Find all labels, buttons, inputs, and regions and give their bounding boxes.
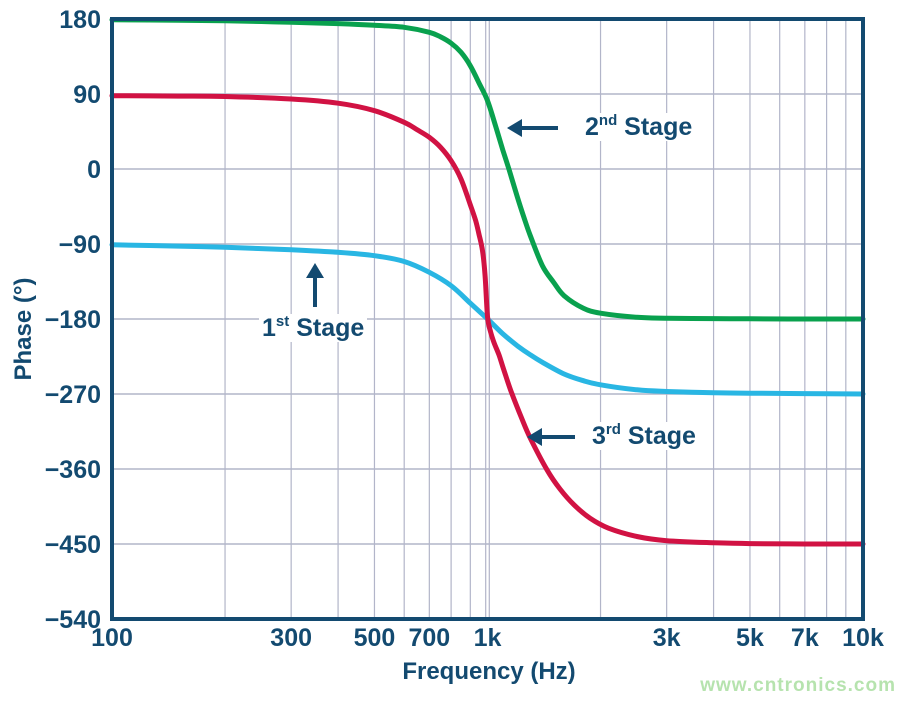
stage-3-text: Stage <box>620 422 696 450</box>
x-tick-label: 5k <box>736 624 764 652</box>
x-tick-label: 100 <box>91 624 133 652</box>
y-tick-label: 180 <box>59 6 101 34</box>
y-tick-label: −90 <box>59 231 101 259</box>
x-tick-label: 10k <box>842 624 884 652</box>
stage-1-text: Stage <box>289 314 365 342</box>
stage-3-number: 3 <box>592 422 606 450</box>
curve-2nd-stage <box>109 17 866 322</box>
x-tick-label: 3k <box>653 624 681 652</box>
stage-3-label: 3rd Stage <box>589 422 699 450</box>
x-tick-label: 300 <box>270 624 312 652</box>
plot-frame <box>110 17 865 621</box>
stage-1-label: 1st Stage <box>259 312 368 342</box>
curve-3rd-stage <box>109 93 866 547</box>
stage-1-arrow-head <box>306 263 324 278</box>
annotation-arrows <box>306 119 575 446</box>
y-tick-label: −360 <box>45 456 101 484</box>
x-axis-title: Frequency (Hz) <box>402 658 576 685</box>
stage-2-arrow-head <box>507 119 522 137</box>
stage-3-ordinal-suffix: rd <box>605 420 621 438</box>
stage-2-text: Stage <box>617 113 693 141</box>
y-tick-label: −450 <box>45 531 101 559</box>
stage-2-ordinal-suffix: nd <box>598 111 618 129</box>
y-tick-label: −270 <box>45 381 101 409</box>
stage-2-label: 2nd Stage <box>582 111 696 141</box>
curve-1st-stage <box>109 242 866 397</box>
y-tick-label: 0 <box>87 156 101 184</box>
x-tick-label: 700 <box>408 624 450 652</box>
phase-curves <box>109 17 866 547</box>
stage-2-number: 2 <box>585 113 599 141</box>
x-tick-label: 7k <box>791 624 819 652</box>
plot-frame-border <box>110 17 865 621</box>
stage-1-number: 1 <box>262 314 276 342</box>
stage-1-ordinal-suffix: st <box>275 312 290 330</box>
y-tick-label: 90 <box>73 81 101 109</box>
stage-3-arrow-head <box>527 428 542 446</box>
y-tick-label: −540 <box>45 606 101 634</box>
x-tick-label: 500 <box>354 624 396 652</box>
y-tick-label: −180 <box>45 306 101 334</box>
watermark: www.cntronics.com <box>700 675 896 696</box>
y-axis-title: Phase (°) <box>10 277 37 381</box>
x-tick-label: 1k <box>474 624 502 652</box>
